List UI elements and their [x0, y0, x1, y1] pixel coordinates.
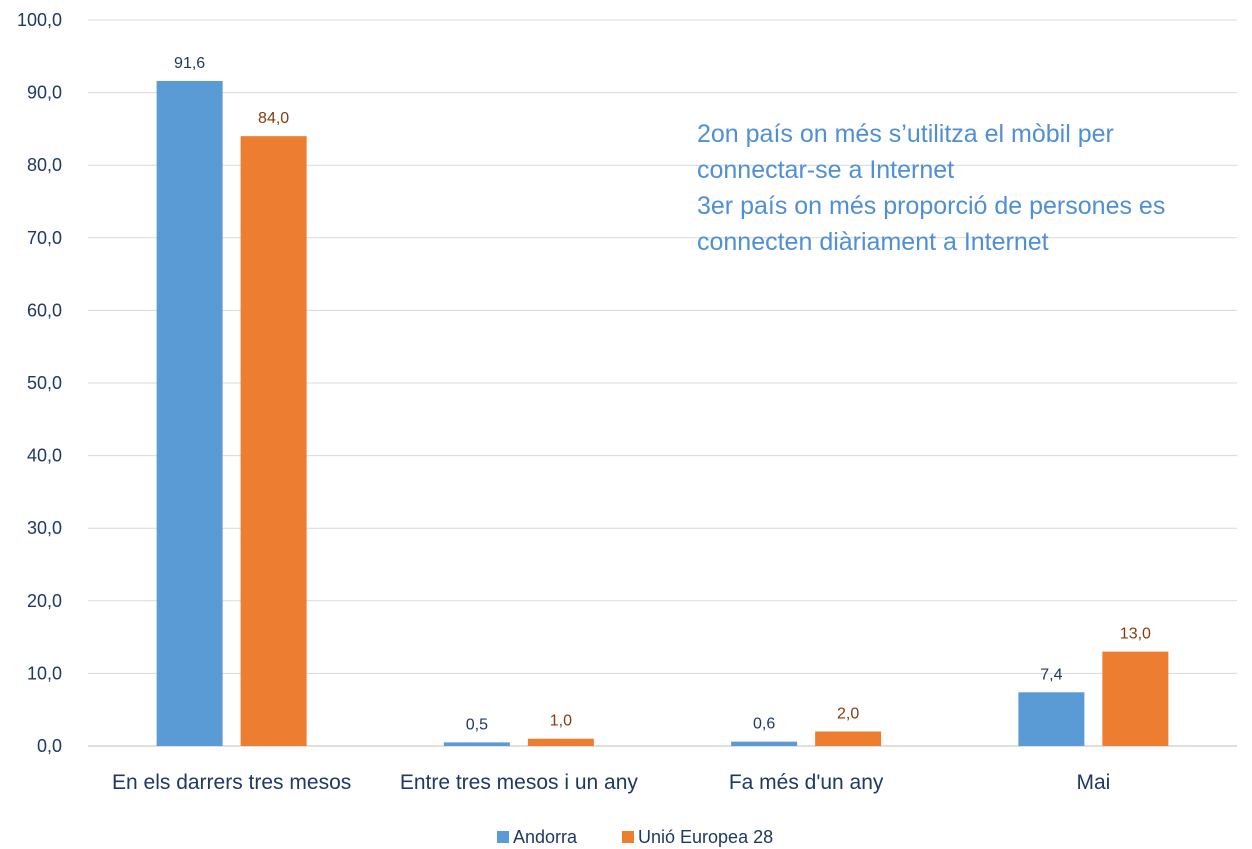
bar-eu28 — [527, 738, 594, 746]
y-tick-label: 10,0 — [27, 663, 62, 683]
y-tick-label: 50,0 — [27, 373, 62, 393]
bar-andorra — [156, 80, 223, 746]
bar-andorra — [443, 742, 510, 746]
x-category-label: Entre tres mesos i un any — [400, 771, 639, 794]
y-tick-label: 100,0 — [17, 10, 62, 30]
y-tick-label: 40,0 — [27, 446, 62, 466]
data-label: 1,0 — [550, 713, 572, 730]
annotation-line-3: 3er país on més proporció de persones es — [697, 192, 1165, 220]
y-tick-label: 70,0 — [27, 228, 62, 248]
bar-eu28 — [1102, 651, 1169, 746]
annotation-line-1: 2on país on més s’utilitza el mòbil per — [697, 120, 1114, 148]
y-tick-label: 30,0 — [27, 518, 62, 538]
data-label: 84,0 — [258, 110, 289, 127]
data-label: 13,0 — [1120, 626, 1151, 643]
bar-andorra — [1018, 692, 1085, 746]
legend-swatch-eu28 — [622, 831, 634, 843]
data-label: 2,0 — [837, 705, 859, 722]
annotation-line-2: connectar-se a Internet — [697, 156, 954, 184]
y-tick-label: 90,0 — [27, 83, 62, 103]
bar-eu28 — [240, 136, 307, 746]
y-tick-label: 20,0 — [27, 591, 62, 611]
legend-label-eu28: Unió Europea 28 — [638, 827, 773, 847]
y-axis: 0,0 10,0 20,0 30,0 40,0 50,0 60,0 70,0 80,0 90,0 1… — [17, 10, 62, 756]
x-category-label: Mai — [1076, 771, 1110, 794]
bars — [156, 80, 1169, 746]
data-labels: 91,6 84,0 0,5 1,0 0,6 2,0 7,4 13,0 — [174, 55, 1151, 733]
bar-eu28 — [815, 731, 882, 746]
x-category-label: En els darrers tres mesos — [112, 771, 351, 794]
annotation-line-4: connecten diàriament a Internet — [697, 228, 1049, 256]
bar-andorra — [731, 741, 798, 746]
data-label: 7,4 — [1040, 666, 1062, 683]
y-tick-label: 0,0 — [37, 736, 62, 756]
x-category-label: Fa més d'un any — [729, 771, 884, 794]
legend-label-andorra: Andorra — [513, 827, 578, 847]
y-tick-label: 80,0 — [27, 155, 62, 175]
data-label: 0,6 — [753, 716, 775, 733]
x-axis: En els darrers tres mesos Entre tres meso… — [112, 771, 1110, 794]
data-label: 0,5 — [466, 716, 488, 733]
legend-swatch-andorra — [497, 831, 509, 843]
data-label: 91,6 — [174, 55, 205, 72]
y-tick-label: 60,0 — [27, 300, 62, 320]
legend: Andorra Unió Europea 28 — [497, 827, 773, 847]
